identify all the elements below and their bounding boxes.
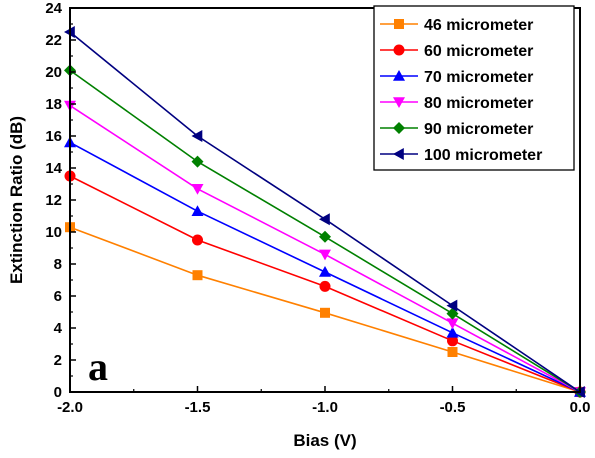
- legend-label: 46 micrometer: [424, 17, 533, 34]
- legend-label: 60 micrometer: [424, 43, 533, 60]
- legend-swatch-marker: [393, 44, 405, 56]
- legend-item: 60 micrometer: [380, 43, 533, 60]
- legend-swatch-marker: [393, 148, 404, 160]
- legend-label: 80 micrometer: [424, 95, 533, 112]
- x-axis-title: Bias (V): [293, 431, 356, 450]
- data-point: [319, 249, 331, 261]
- series-1: [65, 222, 585, 397]
- data-point: [319, 230, 331, 243]
- data-point: [446, 326, 459, 338]
- data-point: [191, 130, 203, 142]
- y-tick-label: 0: [54, 384, 62, 401]
- data-point: [320, 307, 330, 318]
- series-2: [64, 170, 586, 398]
- data-point: [446, 299, 458, 312]
- data-point: [191, 205, 204, 216]
- data-point: [319, 280, 331, 292]
- series-layer: [64, 26, 586, 398]
- legend-item: 46 micrometer: [380, 17, 533, 34]
- y-tick-label: 10: [45, 224, 62, 241]
- y-tick-label: 16: [45, 128, 62, 145]
- y-tick-label: 8: [54, 256, 62, 273]
- x-tick-label: -0.5: [440, 399, 466, 416]
- y-tick-label: 2: [54, 352, 62, 369]
- x-tick-label: -1.5: [185, 399, 211, 416]
- y-tick-label: 12: [45, 192, 62, 209]
- data-point: [447, 335, 458, 347]
- x-tick-label: -1.0: [312, 399, 338, 416]
- x-tick-label: -2.0: [57, 399, 83, 416]
- legend-item: 90 micrometer: [380, 121, 533, 138]
- data-point: [192, 234, 203, 246]
- y-axis-title: Extinction Ratio (dB): [7, 116, 26, 284]
- y-tick-label: 24: [45, 0, 62, 17]
- y-tick-label: 20: [45, 64, 62, 81]
- legend-swatch-marker: [393, 122, 405, 134]
- x-tick-label: 0.0: [570, 399, 591, 416]
- data-point: [191, 184, 204, 195]
- y-tick-label: 14: [45, 160, 62, 177]
- series-3: [64, 136, 586, 397]
- data-point: [447, 347, 458, 357]
- y-tick-label: 22: [45, 32, 62, 49]
- data-point: [319, 266, 331, 277]
- y-tick-label: 18: [45, 96, 62, 113]
- legend-box: [373, 5, 575, 171]
- panel-label: a: [88, 344, 108, 389]
- legend: 46 micrometer 60 micrometer 70 micrometer 8…: [373, 5, 575, 171]
- legend-item: 70 micrometer: [380, 69, 533, 86]
- data-point: [192, 270, 203, 281]
- y-tick-label: 4: [54, 320, 63, 337]
- data-point: [319, 213, 330, 226]
- series-6: [64, 26, 585, 398]
- data-point: [191, 155, 204, 168]
- legend-label: 70 micrometer: [424, 69, 533, 86]
- y-tick-label: 6: [54, 288, 62, 305]
- legend-label: 100 micrometer: [424, 147, 542, 164]
- legend-item: 100 micrometer: [380, 147, 542, 164]
- legend-item: 80 micrometer: [380, 95, 533, 112]
- data-point: [446, 318, 459, 330]
- legend-swatch-marker: [393, 97, 405, 108]
- legend-label: 90 micrometer: [424, 121, 533, 138]
- legend-swatch-marker: [394, 19, 404, 29]
- legend-swatch-marker: [393, 70, 405, 81]
